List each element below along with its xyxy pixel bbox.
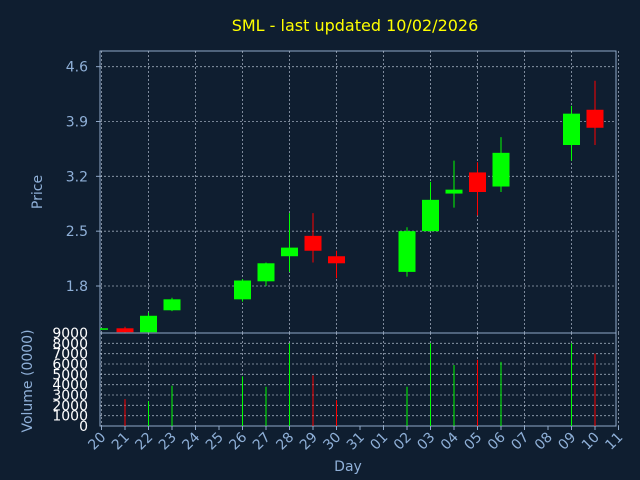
candle-body [140, 315, 157, 333]
price-tick-label: 4.6 [66, 60, 88, 76]
candle-body [304, 235, 322, 251]
x-tick-label: 03 [414, 430, 438, 454]
x-tick-label: 21 [109, 430, 133, 454]
volume-tick-label: 8000 [52, 336, 88, 352]
volume-plot-frame [99, 332, 617, 427]
price-plot-frame [99, 50, 617, 334]
x-tick-label: 27 [250, 430, 274, 454]
candles [100, 80, 604, 333]
x-axis-ticks: 20 21 22 23 24 25 26 27 28 29 30 31 01 02 03 04 05 06 07 08… [85, 426, 626, 453]
x-tick-label: 01 [367, 430, 391, 454]
x-tick-label: 20 [85, 430, 109, 454]
x-tick-label: 09 [555, 430, 579, 454]
price-y-ticks: 1.8 2.5 3.2 3.9 4.6 [66, 60, 100, 295]
x-tick-label: 10 [579, 430, 603, 454]
x-tick-label: 24 [179, 429, 203, 453]
candle-body [328, 256, 345, 264]
volume-tick-label: 7000 [52, 347, 88, 363]
volume-tick-label: 6000 [52, 357, 88, 373]
candle-body [422, 199, 439, 232]
volume-tick-label: 0 [79, 419, 88, 435]
x-tick-label: 04 [438, 429, 462, 453]
x-tick-label: 02 [391, 430, 415, 454]
x-tick-label: 25 [203, 430, 227, 454]
x-tick-label: 31 [344, 430, 368, 454]
volume-tick-label: 5000 [52, 367, 88, 383]
x-tick-label: 11 [602, 430, 626, 454]
price-tick-label: 3.2 [66, 169, 88, 185]
x-tick-label: 22 [132, 430, 156, 454]
candle-body [563, 113, 580, 145]
x-tick-label: 30 [320, 430, 344, 454]
x-tick-label: 06 [485, 429, 509, 453]
price-grid [100, 51, 619, 333]
x-tick-label: 26 [226, 429, 250, 453]
candle-body [586, 109, 604, 128]
volume-tick-label: 9000 [52, 326, 88, 342]
x-tick-label: 29 [297, 430, 321, 454]
candle-body [116, 328, 134, 333]
candle-body [234, 280, 251, 300]
x-tick-label: 23 [156, 430, 180, 454]
price-tick-label: 3.9 [66, 115, 88, 131]
x-tick-label: 05 [461, 430, 485, 454]
volume-grid [100, 333, 619, 426]
candle-body [492, 152, 510, 187]
x-tick-label: 28 [273, 430, 297, 454]
chart-title: SML - last updated 10/02/2026 [232, 16, 479, 35]
price-panel: 1.8 2.5 3.2 3.9 4.6 Price [30, 50, 619, 334]
candle-body [163, 299, 181, 311]
candle-body [469, 172, 486, 192]
volume-tick-label: 4000 [52, 378, 88, 394]
volume-tick-label: 1000 [52, 409, 88, 425]
candle-body [100, 328, 108, 330]
candle-body [281, 247, 298, 257]
candle-body [398, 231, 416, 272]
volume-tick-label: 3000 [52, 388, 88, 404]
candle-body [445, 189, 463, 194]
x-tick-label: 08 [532, 430, 556, 454]
price-axis-label: Price [30, 175, 46, 209]
x-tick-label: 07 [508, 430, 532, 454]
volume-tick-label: 2000 [52, 398, 88, 414]
price-tick-label: 2.5 [66, 224, 88, 240]
x-axis-label: Day [334, 459, 362, 475]
candle-body [257, 263, 275, 282]
volume-axis-label: Volume (0000) [20, 329, 36, 432]
volume-bars [124, 343, 596, 426]
price-tick-label: 1.8 [66, 279, 88, 295]
